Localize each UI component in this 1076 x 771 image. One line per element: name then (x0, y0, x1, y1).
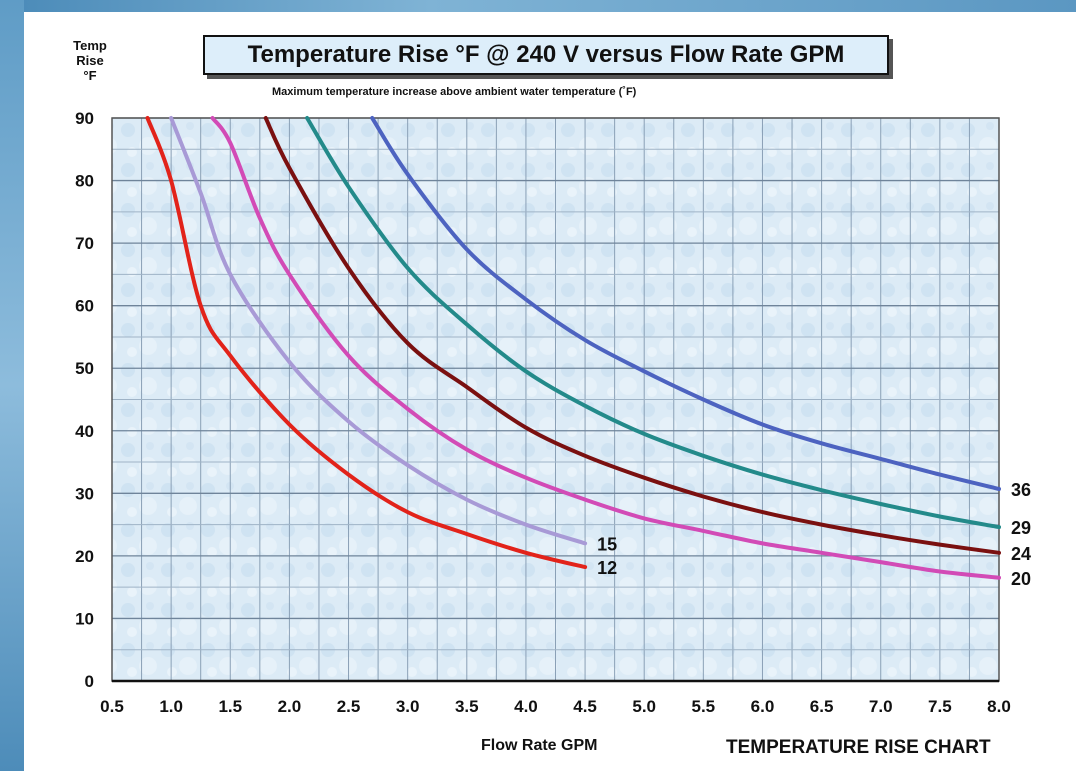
x-tick-label: 8.0 (987, 697, 1011, 716)
series-line-12 (145, 116, 588, 570)
series-line-36 (370, 116, 1001, 491)
x-tick-label: 1.5 (218, 697, 242, 716)
y-axis-unit-label: Temp Rise °F (60, 38, 120, 83)
x-tick-label: 7.5 (928, 697, 952, 716)
series-line-15 (169, 116, 588, 546)
y-axis-unit-line-3: °F (83, 68, 97, 83)
y-tick-label: 90 (75, 109, 94, 128)
series-end-labels: 12 15 20 24 29 36 (597, 480, 1031, 589)
series-label-15: 15 (597, 534, 617, 554)
y-tick-label: 70 (75, 234, 94, 253)
series-label-24: 24 (1011, 544, 1031, 564)
y-tick-label: 50 (75, 359, 94, 378)
y-tick-label: 20 (75, 547, 94, 566)
x-tick-label: 0.5 (100, 697, 124, 716)
x-tick-label: 4.0 (514, 697, 538, 716)
x-tick-label: 6.0 (751, 697, 775, 716)
x-tick-label: 4.5 (573, 697, 597, 716)
x-tick-label: 2.0 (278, 697, 302, 716)
top-border-band (0, 0, 1076, 12)
y-tick-label: 30 (75, 484, 94, 503)
x-tick-label: 1.0 (159, 697, 183, 716)
x-tick-labels: 0.5 1.0 1.5 2.0 2.5 3.0 3.5 4.0 4.5 5.0 5.5 6.0 6.5 7… (100, 697, 1011, 716)
x-tick-label: 7.0 (869, 697, 893, 716)
x-axis-title: Flow Rate GPM (481, 737, 598, 754)
y-tick-label: 0 (85, 672, 94, 691)
y-axis-unit-line-2: Rise (76, 53, 104, 68)
axes (111, 117, 1000, 683)
left-border-band (0, 0, 24, 771)
series-label-12: 12 (597, 558, 617, 578)
x-tick-label: 5.0 (632, 697, 656, 716)
series-label-20: 20 (1011, 569, 1031, 589)
chart-subtitle: Maximum temperature increase above ambie… (272, 86, 637, 98)
chart-caption: TEMPERATURE RISE CHART (726, 737, 991, 758)
y-tick-label: 40 (75, 422, 94, 441)
x-tick-label: 5.5 (692, 697, 716, 716)
x-tick-label: 2.5 (337, 697, 361, 716)
series-label-36: 36 (1011, 480, 1031, 500)
x-tick-label: 6.5 (810, 697, 834, 716)
y-tick-label: 10 (75, 609, 94, 628)
y-tick-labels: 0 10 20 30 40 50 60 70 80 90 (75, 109, 94, 691)
x-tick-label: 3.5 (455, 697, 479, 716)
chart-title: Temperature Rise °F @ 240 V versus Flow … (203, 35, 889, 75)
y-axis-unit-line-1: Temp (73, 38, 107, 53)
series-label-29: 29 (1011, 518, 1031, 538)
series-line-29 (305, 116, 1001, 530)
series-line-24 (263, 116, 1001, 555)
y-tick-label: 80 (75, 172, 94, 191)
x-tick-label: 3.0 (396, 697, 420, 716)
series-line-20 (210, 116, 1001, 580)
y-tick-label: 60 (75, 297, 94, 316)
series-lines (145, 116, 1001, 580)
